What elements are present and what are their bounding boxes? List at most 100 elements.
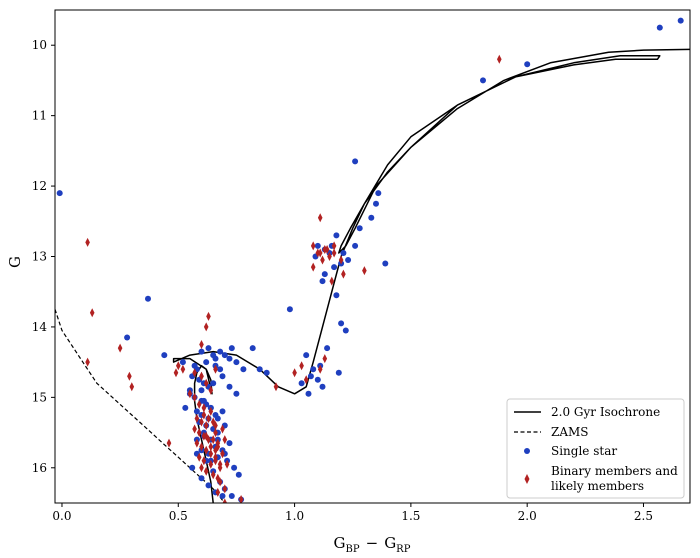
- binary-member-point: [208, 442, 214, 452]
- binary-member-point: [320, 255, 325, 265]
- plot-frame: [54, 9, 691, 504]
- isochrone-line: [172, 48, 690, 503]
- single-star-point: [219, 373, 226, 380]
- single-star-point: [305, 390, 312, 397]
- binary-member-point: [317, 213, 323, 223]
- binary-member-point: [213, 364, 218, 374]
- binary-member-point: [213, 445, 218, 455]
- single-star-point: [314, 242, 321, 249]
- single-star-point: [373, 200, 379, 207]
- binary-member-point: [222, 435, 228, 445]
- single-star-point: [233, 390, 240, 397]
- binary-member-point: [303, 375, 309, 385]
- single-star-point: [310, 366, 317, 373]
- x-tick-label: 1.0: [285, 509, 304, 523]
- single-star-point: [179, 359, 186, 366]
- binary-member-point: [299, 361, 304, 371]
- binary-member-point: [327, 252, 332, 261]
- single-star-point: [677, 17, 684, 24]
- single-star-point: [205, 345, 212, 352]
- binary-member-point: [217, 477, 223, 487]
- binary-member-point: [203, 431, 209, 441]
- binary-member-point: [215, 473, 221, 483]
- x-tick-label: 2.5: [634, 509, 653, 523]
- single-star-point: [303, 352, 310, 359]
- binary-member-point: [220, 449, 225, 459]
- binary-member-point: [497, 54, 502, 64]
- y-tick-label: 11: [32, 109, 47, 123]
- single-star-point: [56, 190, 63, 197]
- single-star-point: [352, 242, 359, 249]
- binary-member-point: [208, 459, 214, 469]
- binary-member-point: [317, 364, 323, 374]
- single-star-point: [182, 404, 189, 411]
- binary-member-point: [322, 354, 328, 364]
- binary-member-point: [201, 456, 207, 466]
- single-star-point: [217, 348, 224, 355]
- binary-member-point: [222, 498, 228, 503]
- single-star-point: [205, 482, 212, 489]
- binary-member-point: [273, 382, 279, 392]
- zams-line: [55, 309, 226, 503]
- binary-member-point: [166, 438, 172, 448]
- single-star-point: [368, 214, 375, 221]
- binary-member-point: [192, 424, 197, 434]
- binary-member-point: [201, 403, 207, 413]
- binary-member-point: [206, 311, 211, 321]
- binary-member-point: [203, 445, 209, 455]
- x-tick-label: 2.0: [518, 509, 537, 523]
- single-star-point: [321, 271, 328, 278]
- x-tick-label: 1.5: [401, 509, 420, 523]
- binary-member-point: [199, 371, 204, 381]
- single-star-point: [333, 292, 340, 299]
- single-star-point: [356, 225, 363, 232]
- binary-member-point: [213, 428, 218, 438]
- binary-member-point: [180, 364, 186, 374]
- binary-member-point: [194, 414, 200, 423]
- single-star-point: [219, 493, 226, 499]
- single-star-point: [335, 369, 342, 376]
- single-star-point: [193, 408, 200, 415]
- binary-member-point: [317, 248, 323, 258]
- binary-member-point: [224, 459, 230, 469]
- x-tick-label: 0.5: [169, 509, 188, 523]
- binary-member-point: [210, 417, 216, 427]
- x-axis-label-sub1: BP: [346, 544, 360, 555]
- y-tick-label: 12: [32, 179, 47, 193]
- binary-member-point: [196, 428, 202, 438]
- y-axis-label: G: [6, 256, 24, 268]
- binary-member-point: [331, 241, 337, 251]
- single-star-point: [382, 260, 389, 267]
- single-star-point: [198, 387, 205, 394]
- binary-member-point: [215, 438, 221, 448]
- single-star-point: [324, 345, 331, 352]
- single-star-point: [240, 366, 247, 373]
- x-axis-label-main-2: G: [384, 534, 396, 552]
- single-star-point: [235, 471, 242, 478]
- single-star-point: [198, 348, 205, 355]
- single-star-point: [145, 295, 151, 302]
- x-axis-label: GBP − GRP: [334, 534, 411, 555]
- single-star-point: [524, 61, 531, 68]
- single-star-point: [319, 278, 326, 285]
- legend-binary-label-line2: likely members: [551, 479, 644, 493]
- single-star-point: [656, 24, 663, 31]
- binary-member-point: [89, 308, 95, 318]
- single-star-point: [212, 355, 219, 362]
- single-star-point: [189, 464, 196, 471]
- binary-member-point: [213, 452, 218, 462]
- single-star-point: [345, 257, 352, 263]
- binary-member-point: [210, 470, 216, 480]
- binary-member-point: [310, 241, 316, 251]
- single-star-point: [200, 397, 207, 404]
- y-tick-label: 15: [32, 390, 47, 404]
- binary-member-point: [310, 262, 316, 272]
- binary-member-point: [208, 385, 214, 395]
- single-star-point: [217, 366, 224, 373]
- legend-binary-marker: [524, 474, 530, 484]
- single-star-point: [340, 250, 347, 256]
- single-star-point: [338, 320, 345, 327]
- single-star-point: [263, 369, 270, 376]
- single-star-point: [210, 380, 217, 387]
